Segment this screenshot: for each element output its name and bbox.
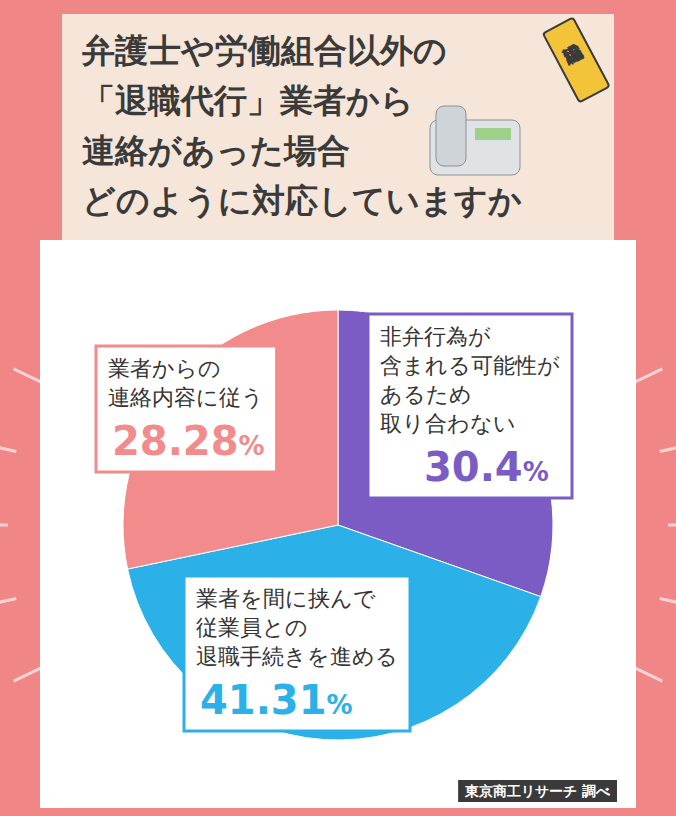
chart: 弁護士や労働組合以外の「退職代行」業者から連絡があった場合どのように対応していま… (0, 0, 676, 816)
background (0, 0, 676, 816)
label-box (184, 576, 410, 731)
ray (660, 445, 676, 452)
title-panel (62, 14, 614, 240)
slice (128, 525, 541, 740)
ray (0, 445, 16, 452)
source-box (458, 780, 617, 802)
badge-tag (543, 18, 610, 103)
phone-icon (430, 106, 520, 175)
plot-panel (40, 240, 636, 808)
value-label: 28.28% (112, 418, 265, 464)
ray (660, 598, 676, 605)
ray (14, 668, 41, 681)
source-text: 東京商工リサーチ 調べ (464, 783, 611, 799)
label-box (96, 346, 277, 472)
category-label: 業者を間に挟んで従業員との退職手続きを進める (196, 586, 398, 669)
value-label: 41.31% (200, 677, 353, 723)
ray (635, 668, 662, 681)
phone-screen (475, 128, 511, 140)
ray (668, 524, 676, 527)
value-label: 30.4% (424, 444, 549, 490)
badge-text: 退職編 (560, 41, 586, 67)
background-rays (0, 0, 676, 816)
phone-handset (436, 106, 466, 166)
ray (635, 369, 662, 382)
badge: 退職編 (543, 18, 610, 103)
source: 東京商工リサーチ 調べ (458, 780, 617, 802)
title: 弁護士や労働組合以外の「退職代行」業者から連絡があった場合どのように対応していま… (81, 31, 522, 220)
slice-label: 非弁行為が含まれる可能性があるため取り合わない 30.4% (368, 314, 572, 498)
ray (0, 524, 8, 527)
category-label: 非弁行為が含まれる可能性があるため取り合わない (380, 324, 560, 436)
ray (14, 369, 41, 382)
label-box (368, 314, 572, 498)
ray (0, 598, 16, 605)
slice-label: 業者を間に挟んで従業員との退職手続きを進める 41.31% (184, 576, 410, 731)
category-label: 業者からの連絡内容に従う (108, 356, 264, 410)
slice-label: 業者からの連絡内容に従う 28.28% (96, 346, 277, 472)
